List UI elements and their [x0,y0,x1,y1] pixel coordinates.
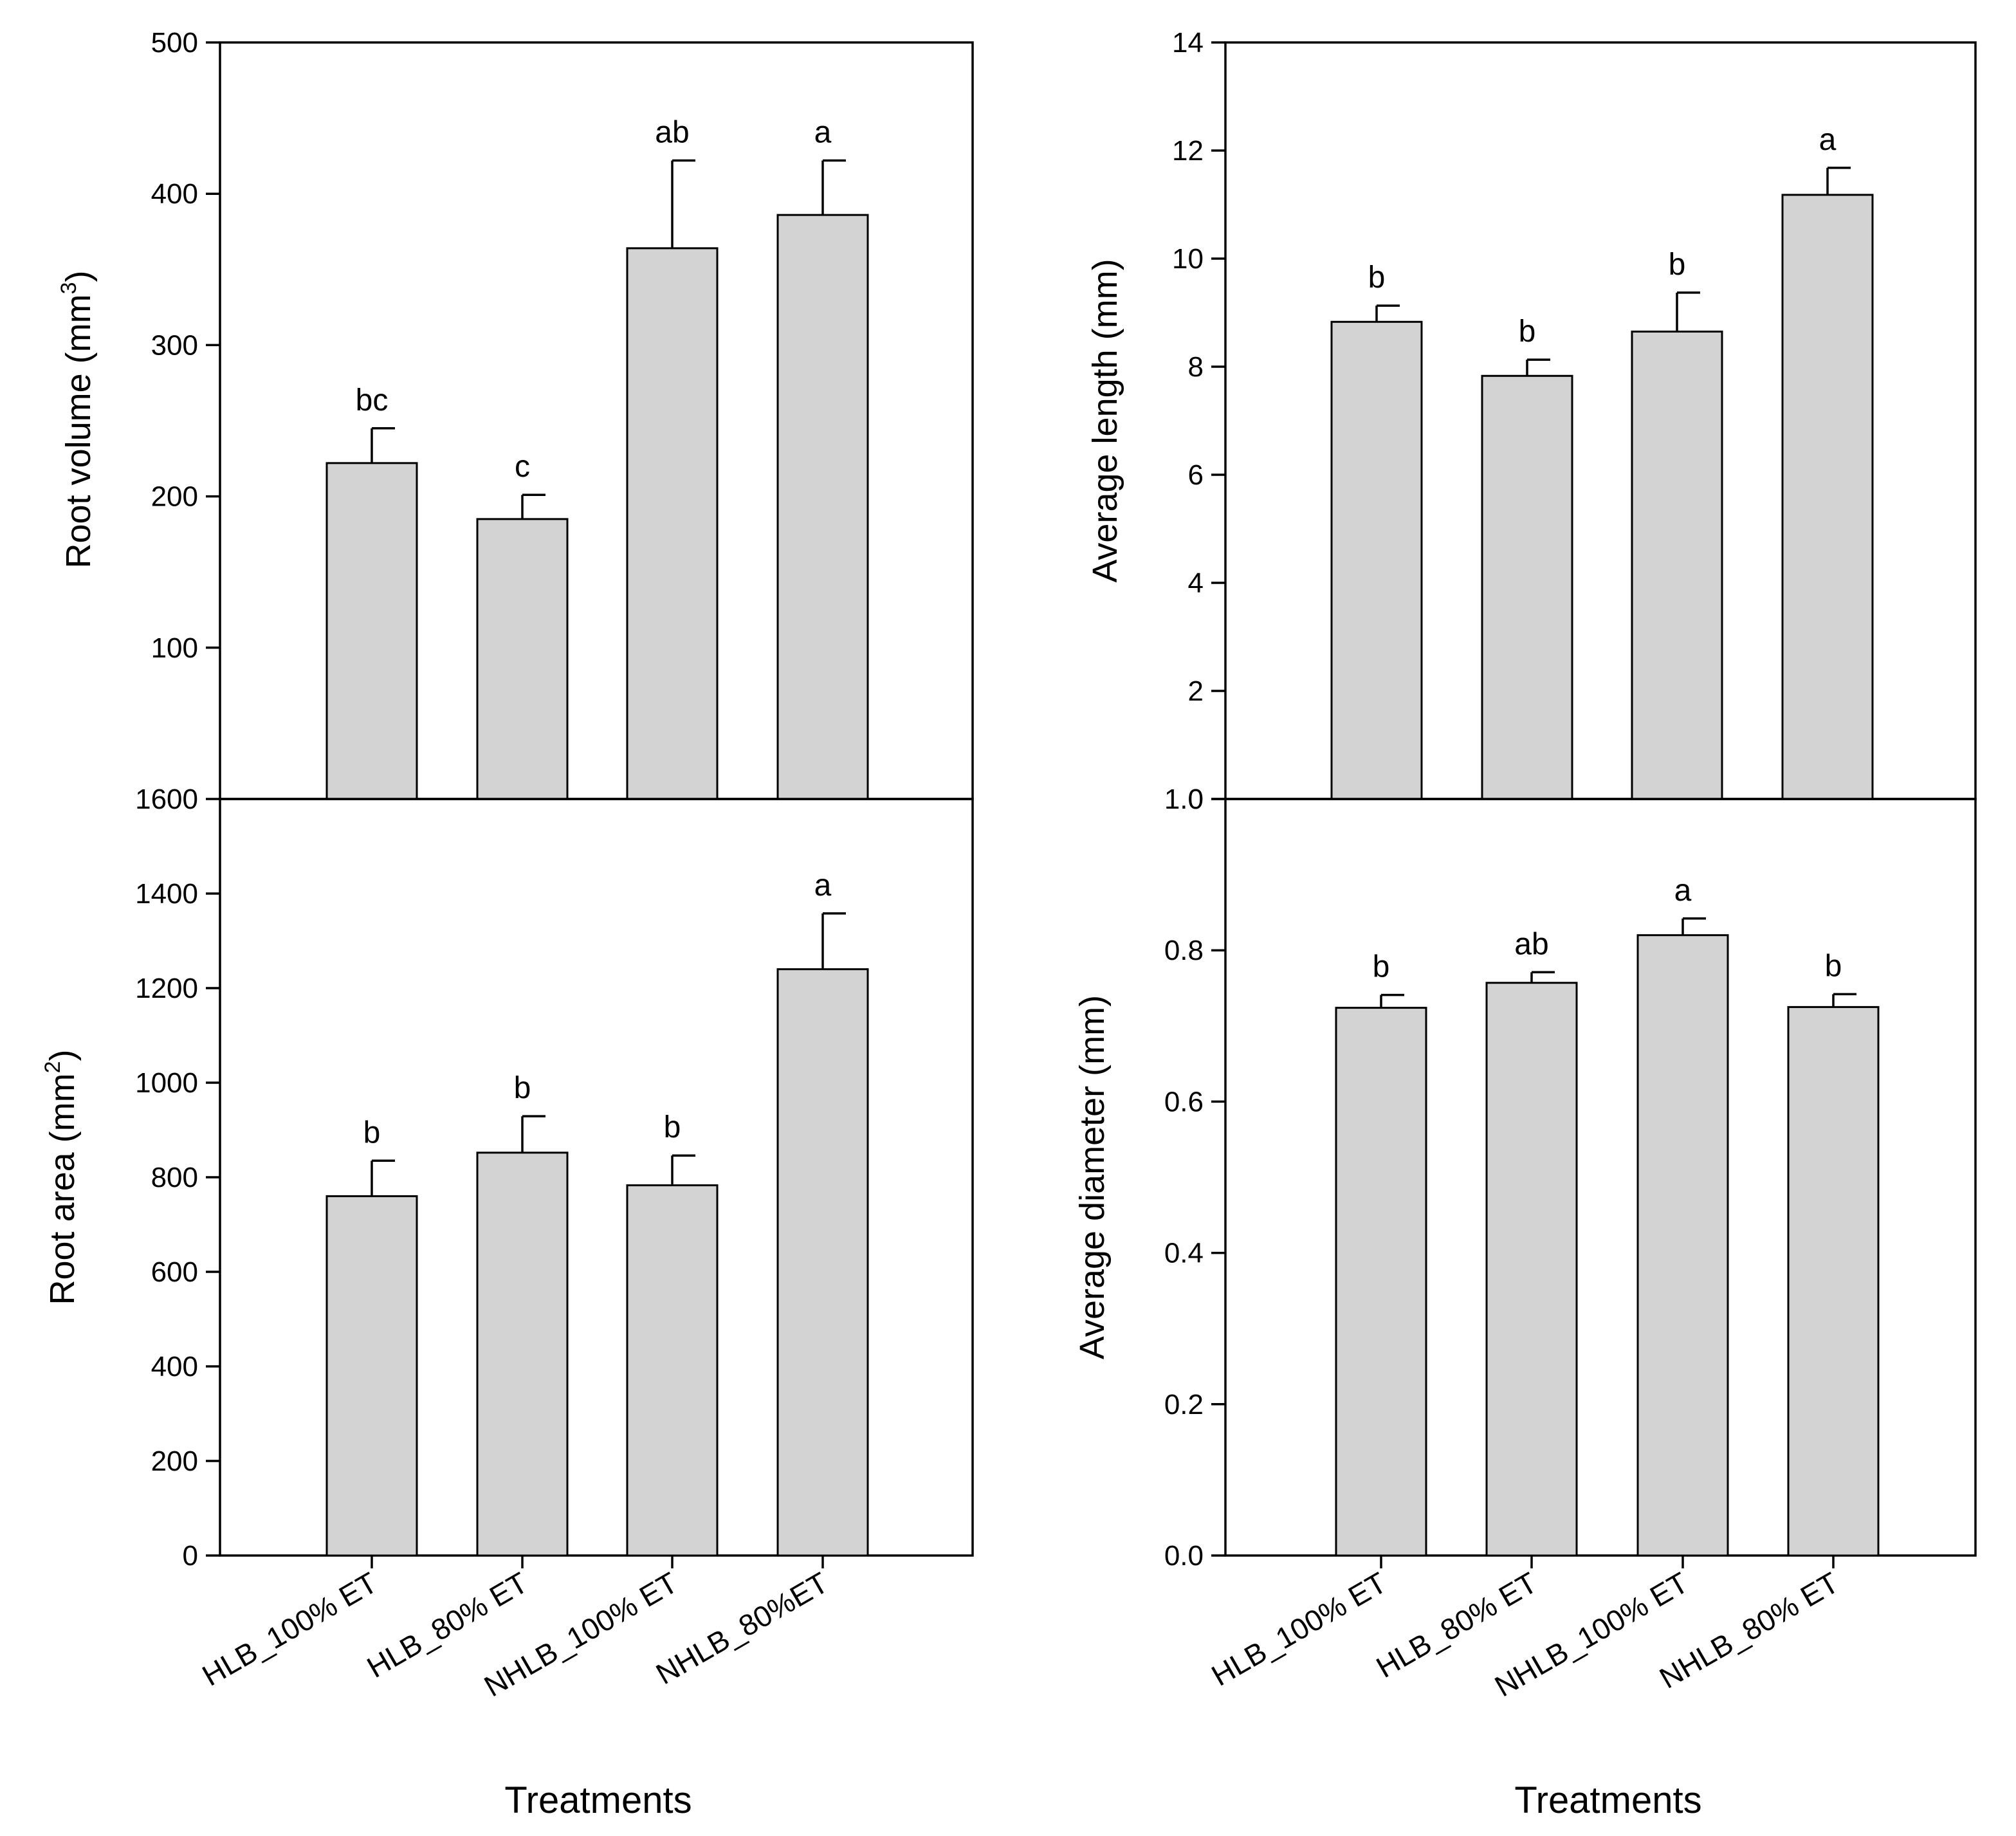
average-length-bar [1330,320,1423,800]
root-area-bar [776,968,869,1557]
root-area-ytick-label: 600 [151,1256,198,1288]
average-diameter-bar [1485,982,1578,1557]
root-area-significance-label: a [814,868,832,903]
average-length-significance-label: b [1669,248,1686,282]
average-diameter-significance-label: a [1674,874,1692,908]
average-length-significance-label: b [1519,315,1536,349]
root-volume-ytick-label: 100 [151,632,198,664]
average-length-bar [1481,374,1573,800]
root-area-ytick-label: 400 [151,1351,198,1382]
root-area-ytick-label: 1400 [135,878,198,910]
average-diameter-ytick-label: 0.2 [1164,1389,1204,1420]
average-diameter-bar [1636,934,1729,1557]
root-area-ytick-label: 1000 [135,1067,198,1099]
average-length-ylabel: Average length (mm) [1086,259,1124,582]
root-volume-significance-label: a [814,115,832,149]
root-area-bar [476,1152,569,1557]
root-area-significance-label: b [514,1071,531,1105]
average-length-ytick-label: 6 [1188,459,1204,491]
root-area-ytick-label: 1200 [135,973,198,1004]
average-diameter-significance-label: b [1825,949,1842,983]
average-length-significance-label: b [1368,261,1386,295]
root-volume-significance-label: bc [356,383,389,418]
average-diameter-significance-label: b [1373,950,1390,984]
average-length-bar [1781,194,1874,800]
root-volume-significance-label: ab [655,115,689,149]
root-area-bar [325,1195,418,1557]
average-length-ytick-label: 14 [1172,27,1204,59]
average-diameter-frame [1224,798,1977,1557]
average-length-ytick-label: 10 [1172,243,1204,275]
root-area-ytick-label: 200 [151,1446,198,1477]
average-length-significance-label: a [1819,123,1837,157]
average-length-ytick-label: 2 [1188,675,1204,707]
average-diameter-bar [1335,1007,1427,1557]
root-volume-ylabel: Root volume (mm3) [57,271,98,569]
right-x-axis-title: Treatments [1514,1779,1701,1821]
root-area-significance-label: b [664,1110,681,1144]
root-volume-ytick-label: 300 [151,329,198,361]
root-volume-ytick-label: 400 [151,178,198,210]
average-diameter-ytick-label: 0.4 [1164,1238,1204,1269]
average-diameter-bar [1787,1005,1880,1557]
root-volume-ytick-label: 200 [151,481,198,513]
root-area-ytick-label: 1600 [135,784,198,815]
average-diameter-significance-label: ab [1514,927,1548,961]
average-diameter-ytick-label: 1.0 [1164,784,1204,815]
average-diameter-ytick-label: 0.0 [1164,1540,1204,1572]
root-area-panel: 0 200 400 600 800 1000 1200 1400 1600 b b b a [135,784,974,1572]
root-volume-significance-label: c [515,450,530,484]
root-volume-bar [325,462,418,800]
root-volume-bar [626,247,719,800]
average-diameter-ytick-label: 0.6 [1164,1086,1204,1117]
root-volume-bar [476,518,569,800]
root-area-significance-label: b [363,1115,381,1150]
average-length-ytick-label: 4 [1188,567,1204,599]
root-volume-bar [776,214,869,800]
left-x-axis-title: Treatments [504,1779,692,1821]
root-area-bar [626,1184,719,1557]
average-length-ytick-label: 0 [1188,784,1204,815]
root-volume-panel: 100 200 300 400 500 bc c ab a [151,27,974,800]
average-diameter-ytick-label: 0.8 [1164,935,1204,966]
average-length-ytick-label: 12 [1172,135,1204,167]
root-volume-ytick-label: 500 [151,27,198,59]
average-length-ytick-label: 8 [1188,351,1204,383]
root-area-ylabel: Root area (mm2) [41,1049,82,1305]
average-length-bar [1631,330,1723,800]
root-area-ytick-label: 800 [151,1162,198,1193]
root-area-ytick-label: 0 [183,1540,198,1572]
average-diameter-ylabel: Average diameter (mm) [1073,995,1112,1359]
